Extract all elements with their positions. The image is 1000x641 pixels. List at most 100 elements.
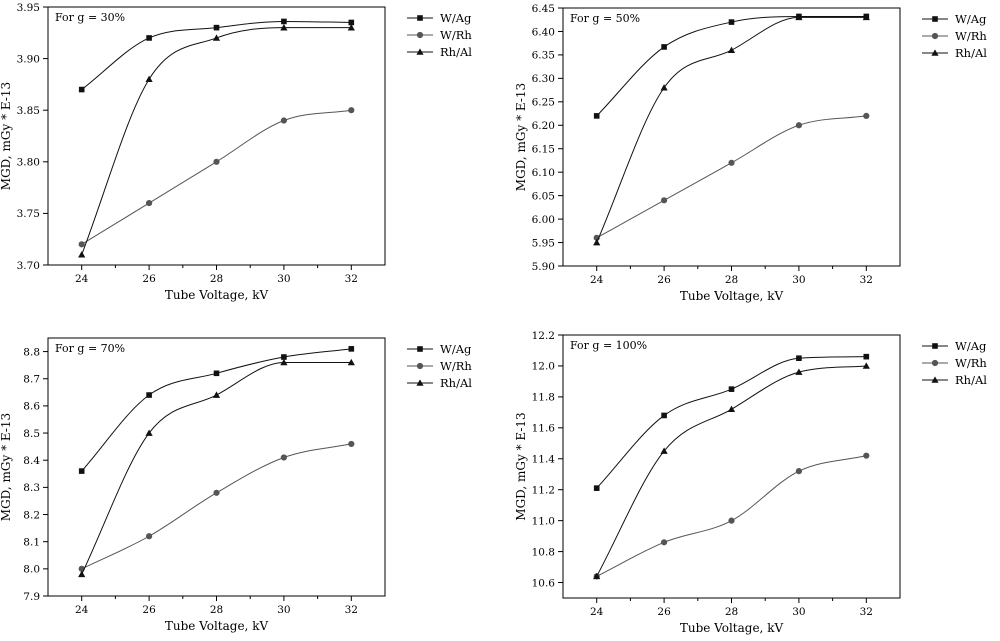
plot-frame bbox=[47, 337, 386, 597]
x-tick-label: 30 bbox=[277, 273, 290, 285]
y-tick-label: 8.8 bbox=[23, 346, 40, 358]
data-point-w-ag-1 bbox=[661, 412, 667, 419]
x-tick-label: 28 bbox=[210, 273, 223, 285]
x-tick-label: 24 bbox=[75, 604, 89, 616]
y-tick-label: 6.30 bbox=[532, 73, 555, 85]
data-point-w-ag-0 bbox=[593, 485, 600, 491]
legend-label-w-ag: W/Ag bbox=[440, 342, 472, 356]
y-tick-label: 3.95 bbox=[17, 2, 40, 14]
data-point-legend-rh-al-0 bbox=[931, 376, 939, 383]
series-line-rh-al bbox=[81, 27, 352, 255]
data-point-w-ag-4 bbox=[348, 346, 355, 352]
data-point-rh-al-4 bbox=[347, 24, 355, 31]
data-point-w-rh-0 bbox=[78, 241, 85, 248]
data-point-rh-al-4 bbox=[862, 362, 870, 369]
data-point-rh-al-3 bbox=[280, 24, 288, 31]
y-tick-label: 3.70 bbox=[17, 260, 40, 272]
data-point-w-ag-4 bbox=[863, 353, 870, 360]
y-tick-label: 3.90 bbox=[17, 53, 40, 65]
data-point-legend-w-rh-0 bbox=[416, 362, 424, 370]
y-tick-label: 11.6 bbox=[532, 423, 556, 435]
data-point-w-rh-2 bbox=[728, 159, 735, 166]
y-tick-label: 8.6 bbox=[23, 401, 40, 413]
data-point-rh-al-0 bbox=[593, 238, 601, 246]
x-tick-label: 32 bbox=[860, 274, 873, 286]
y-tick-label: 6.35 bbox=[532, 50, 555, 62]
y-tick-label: 6.10 bbox=[532, 167, 555, 179]
y-axis-label: MGD, mGy * E-13 bbox=[514, 83, 528, 191]
chart-panel-3: 24 26 28 30 32 7.9 8.0 8.1 8.2 8.3 8.4 8.5 8.6 8.7 8.8… bbox=[0, 337, 472, 633]
data-point-w-rh-2 bbox=[213, 489, 220, 496]
y-tick-label: 11.8 bbox=[532, 392, 555, 404]
legend-label-rh-al: Rh/Al bbox=[955, 46, 987, 60]
data-point-legend-w-ag-0 bbox=[932, 16, 938, 22]
data-point-rh-al-4 bbox=[862, 13, 870, 21]
data-point-rh-al-1 bbox=[145, 429, 153, 436]
y-tick-label: 3.85 bbox=[17, 105, 40, 117]
plot-frame bbox=[47, 6, 386, 266]
x-axis-label: Tube Voltage, kV bbox=[680, 289, 784, 303]
x-axis-label: Tube Voltage, kV bbox=[165, 288, 269, 302]
y-tick-label: 6.05 bbox=[532, 190, 555, 202]
x-tick-label: 24 bbox=[590, 274, 604, 286]
y-tick-label: 10.8 bbox=[532, 546, 555, 558]
x-tick-label: 26 bbox=[142, 604, 156, 616]
y-tick-label: 11.2 bbox=[532, 485, 555, 497]
panel-annotation: For g = 30% bbox=[55, 11, 125, 24]
data-point-legend-w-rh-0 bbox=[931, 32, 939, 40]
data-point-rh-al-1 bbox=[145, 75, 153, 83]
y-tick-label: 8.7 bbox=[23, 374, 40, 386]
data-point-legend-w-rh-0 bbox=[416, 31, 424, 39]
data-point-w-ag-0 bbox=[593, 113, 600, 119]
data-point-legend-w-ag-0 bbox=[417, 346, 423, 352]
x-tick-label: 30 bbox=[277, 604, 290, 616]
data-point-w-rh-1 bbox=[661, 197, 668, 204]
y-tick-label: 5.90 bbox=[532, 261, 555, 273]
legend-label-w-rh: W/Rh bbox=[440, 28, 472, 42]
y-tick-label: 3.80 bbox=[17, 157, 40, 169]
legend-label-w-rh: W/Rh bbox=[440, 359, 472, 373]
data-point-w-ag-0 bbox=[78, 468, 85, 474]
legend-label-rh-al: Rh/Al bbox=[440, 45, 472, 59]
series-line-rh-al bbox=[596, 16, 867, 243]
y-tick-label: 10.6 bbox=[532, 577, 556, 589]
y-tick-label: 8.1 bbox=[23, 536, 40, 548]
series-line-w-rh bbox=[81, 109, 352, 245]
legend-label-rh-al: Rh/Al bbox=[440, 376, 472, 390]
y-tick-label: 8.2 bbox=[23, 509, 40, 521]
x-tick-label: 30 bbox=[792, 606, 805, 618]
x-tick-label: 24 bbox=[590, 606, 604, 618]
y-tick-label: 7.9 bbox=[23, 591, 40, 603]
data-point-rh-al-1 bbox=[660, 84, 668, 91]
y-tick-label: 8.3 bbox=[23, 482, 40, 494]
data-point-rh-al-3 bbox=[795, 368, 803, 375]
y-axis-label: MGD, mGy * E-13 bbox=[0, 413, 13, 521]
y-tick-label: 12.0 bbox=[532, 361, 555, 373]
y-axis-label: MGD, mGy * E-13 bbox=[0, 82, 13, 190]
panel-annotation: For g = 70% bbox=[55, 342, 125, 355]
x-tick-label: 26 bbox=[657, 606, 671, 618]
series-line-w-ag bbox=[596, 15, 867, 117]
data-point-rh-al-2 bbox=[212, 34, 221, 41]
chart-panel-4: 24 26 28 30 32 10.6 10.8 11.0 11.2 11.4 11.6 11.8 12… bbox=[514, 330, 987, 635]
y-tick-label: 6.00 bbox=[532, 214, 555, 226]
series-line-w-ag bbox=[81, 348, 352, 472]
x-axis-label: Tube Voltage, kV bbox=[680, 621, 784, 635]
data-point-w-rh-4 bbox=[863, 112, 870, 119]
legend-label-w-ag: W/Ag bbox=[955, 339, 987, 353]
y-tick-label: 8.4 bbox=[23, 455, 40, 467]
data-point-legend-w-ag-0 bbox=[932, 343, 938, 349]
y-tick-label: 12.2 bbox=[532, 330, 555, 342]
data-point-w-rh-3 bbox=[795, 468, 803, 475]
x-tick-label: 28 bbox=[725, 606, 738, 618]
data-point-w-rh-4 bbox=[348, 440, 355, 448]
series-line-rh-al bbox=[81, 361, 352, 575]
data-point-rh-al-1 bbox=[660, 447, 668, 454]
data-point-w-ag-2 bbox=[213, 24, 220, 31]
x-tick-label: 28 bbox=[725, 274, 738, 286]
data-point-w-ag-1 bbox=[661, 44, 667, 50]
data-point-w-rh-4 bbox=[863, 452, 870, 459]
data-point-w-ag-0 bbox=[78, 86, 85, 93]
data-point-w-rh-4 bbox=[348, 107, 355, 114]
legend-label-w-rh: W/Rh bbox=[955, 29, 987, 43]
